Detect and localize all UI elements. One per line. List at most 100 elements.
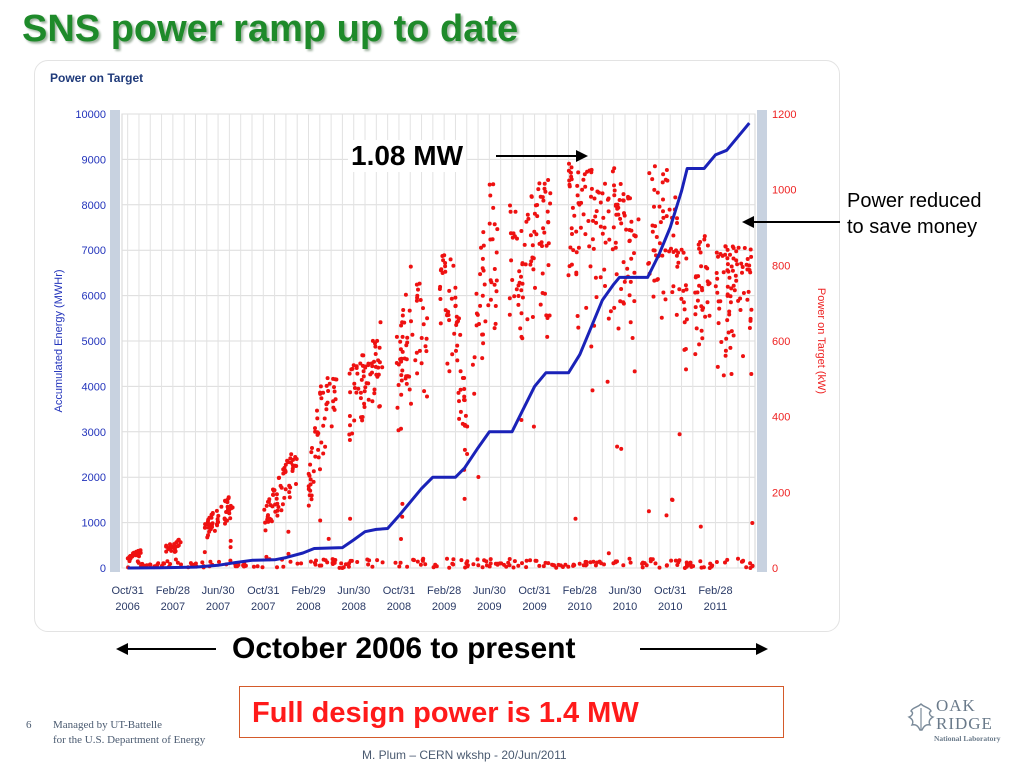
x-tick-label-line1: Jun/30 (337, 585, 370, 597)
power-point (601, 215, 606, 220)
power-point (729, 286, 734, 291)
power-point (393, 560, 398, 565)
power-point (308, 477, 313, 482)
power-point (400, 334, 405, 339)
power-point (578, 225, 583, 230)
power-point (219, 504, 224, 509)
power-point (606, 551, 611, 556)
power-point (463, 413, 468, 418)
power-point (492, 222, 497, 227)
power-point (619, 446, 624, 451)
power-point (127, 559, 132, 564)
power-point (538, 302, 543, 307)
power-point (732, 288, 737, 293)
power-point (568, 170, 573, 175)
power-point (193, 561, 198, 566)
power-point (275, 513, 280, 518)
power-point (465, 452, 470, 456)
power-point (606, 316, 611, 321)
power-point (566, 564, 571, 569)
power-point (262, 507, 267, 512)
power-point (734, 249, 739, 254)
power-point (492, 282, 497, 287)
power-point (318, 384, 323, 389)
power-point (276, 476, 281, 480)
power-point (451, 263, 456, 268)
power-point (462, 423, 467, 428)
power-point (591, 559, 596, 564)
power-point (377, 345, 382, 350)
power-point (310, 446, 314, 450)
right-tick-label: 800 (772, 260, 790, 272)
power-point (653, 561, 658, 566)
power-point (451, 557, 456, 562)
power-point (614, 272, 619, 277)
power-point (512, 294, 517, 299)
power-point (725, 284, 730, 289)
power-point (547, 313, 552, 318)
right-axis-bar (757, 110, 767, 572)
power-point (544, 243, 549, 248)
power-point (629, 228, 634, 233)
power-point (415, 293, 420, 298)
power-point (457, 316, 461, 321)
peak-power-arrow (496, 150, 588, 162)
power-point (667, 207, 672, 212)
power-point (415, 371, 420, 376)
power-point (516, 563, 521, 568)
power-point (474, 311, 479, 316)
power-point (728, 300, 733, 305)
power-point (131, 550, 136, 555)
power-point (370, 564, 375, 569)
power-point (293, 463, 298, 468)
power-point (480, 293, 485, 298)
x-tick-label-line1: Oct/31 (518, 585, 550, 597)
power-point (288, 485, 293, 490)
power-point (216, 513, 221, 518)
power-point (507, 557, 512, 561)
power-point (203, 525, 208, 530)
power-point (744, 565, 749, 570)
power-point (202, 550, 207, 555)
power-point (729, 329, 734, 334)
power-point (400, 368, 405, 373)
power-point (348, 516, 353, 521)
power-point (403, 292, 408, 297)
power-point (414, 298, 419, 303)
power-point (287, 495, 292, 500)
power-point (571, 248, 576, 253)
power-point (619, 287, 624, 291)
power-point (540, 271, 545, 276)
power-point (710, 563, 715, 568)
power-point (330, 560, 335, 565)
power-point (329, 424, 334, 429)
power-point (545, 209, 550, 214)
power-point (618, 182, 623, 186)
power-point (698, 524, 703, 529)
power-point (700, 288, 705, 293)
left-tick-label: 9000 (82, 154, 106, 166)
power-point (361, 374, 366, 379)
power-point (405, 335, 410, 340)
power-point (682, 307, 687, 312)
power-point (260, 565, 265, 570)
power-point (464, 561, 469, 566)
power-point (570, 232, 574, 236)
power-point (130, 554, 135, 558)
power-point (520, 295, 525, 300)
power-point (421, 306, 425, 311)
power-point (594, 220, 599, 225)
power-point (736, 298, 741, 303)
power-point (424, 349, 429, 354)
power-point (355, 371, 360, 376)
power-point (640, 565, 645, 570)
power-point (531, 267, 536, 272)
power-point (739, 261, 744, 266)
power-point (674, 312, 679, 317)
power-point (492, 326, 497, 331)
power-point (395, 405, 400, 410)
x-tick-label-line2: 2007 (206, 601, 230, 613)
power-point (443, 269, 448, 274)
x-tick-label-line1: Feb/29 (291, 585, 325, 597)
power-point (321, 423, 326, 428)
